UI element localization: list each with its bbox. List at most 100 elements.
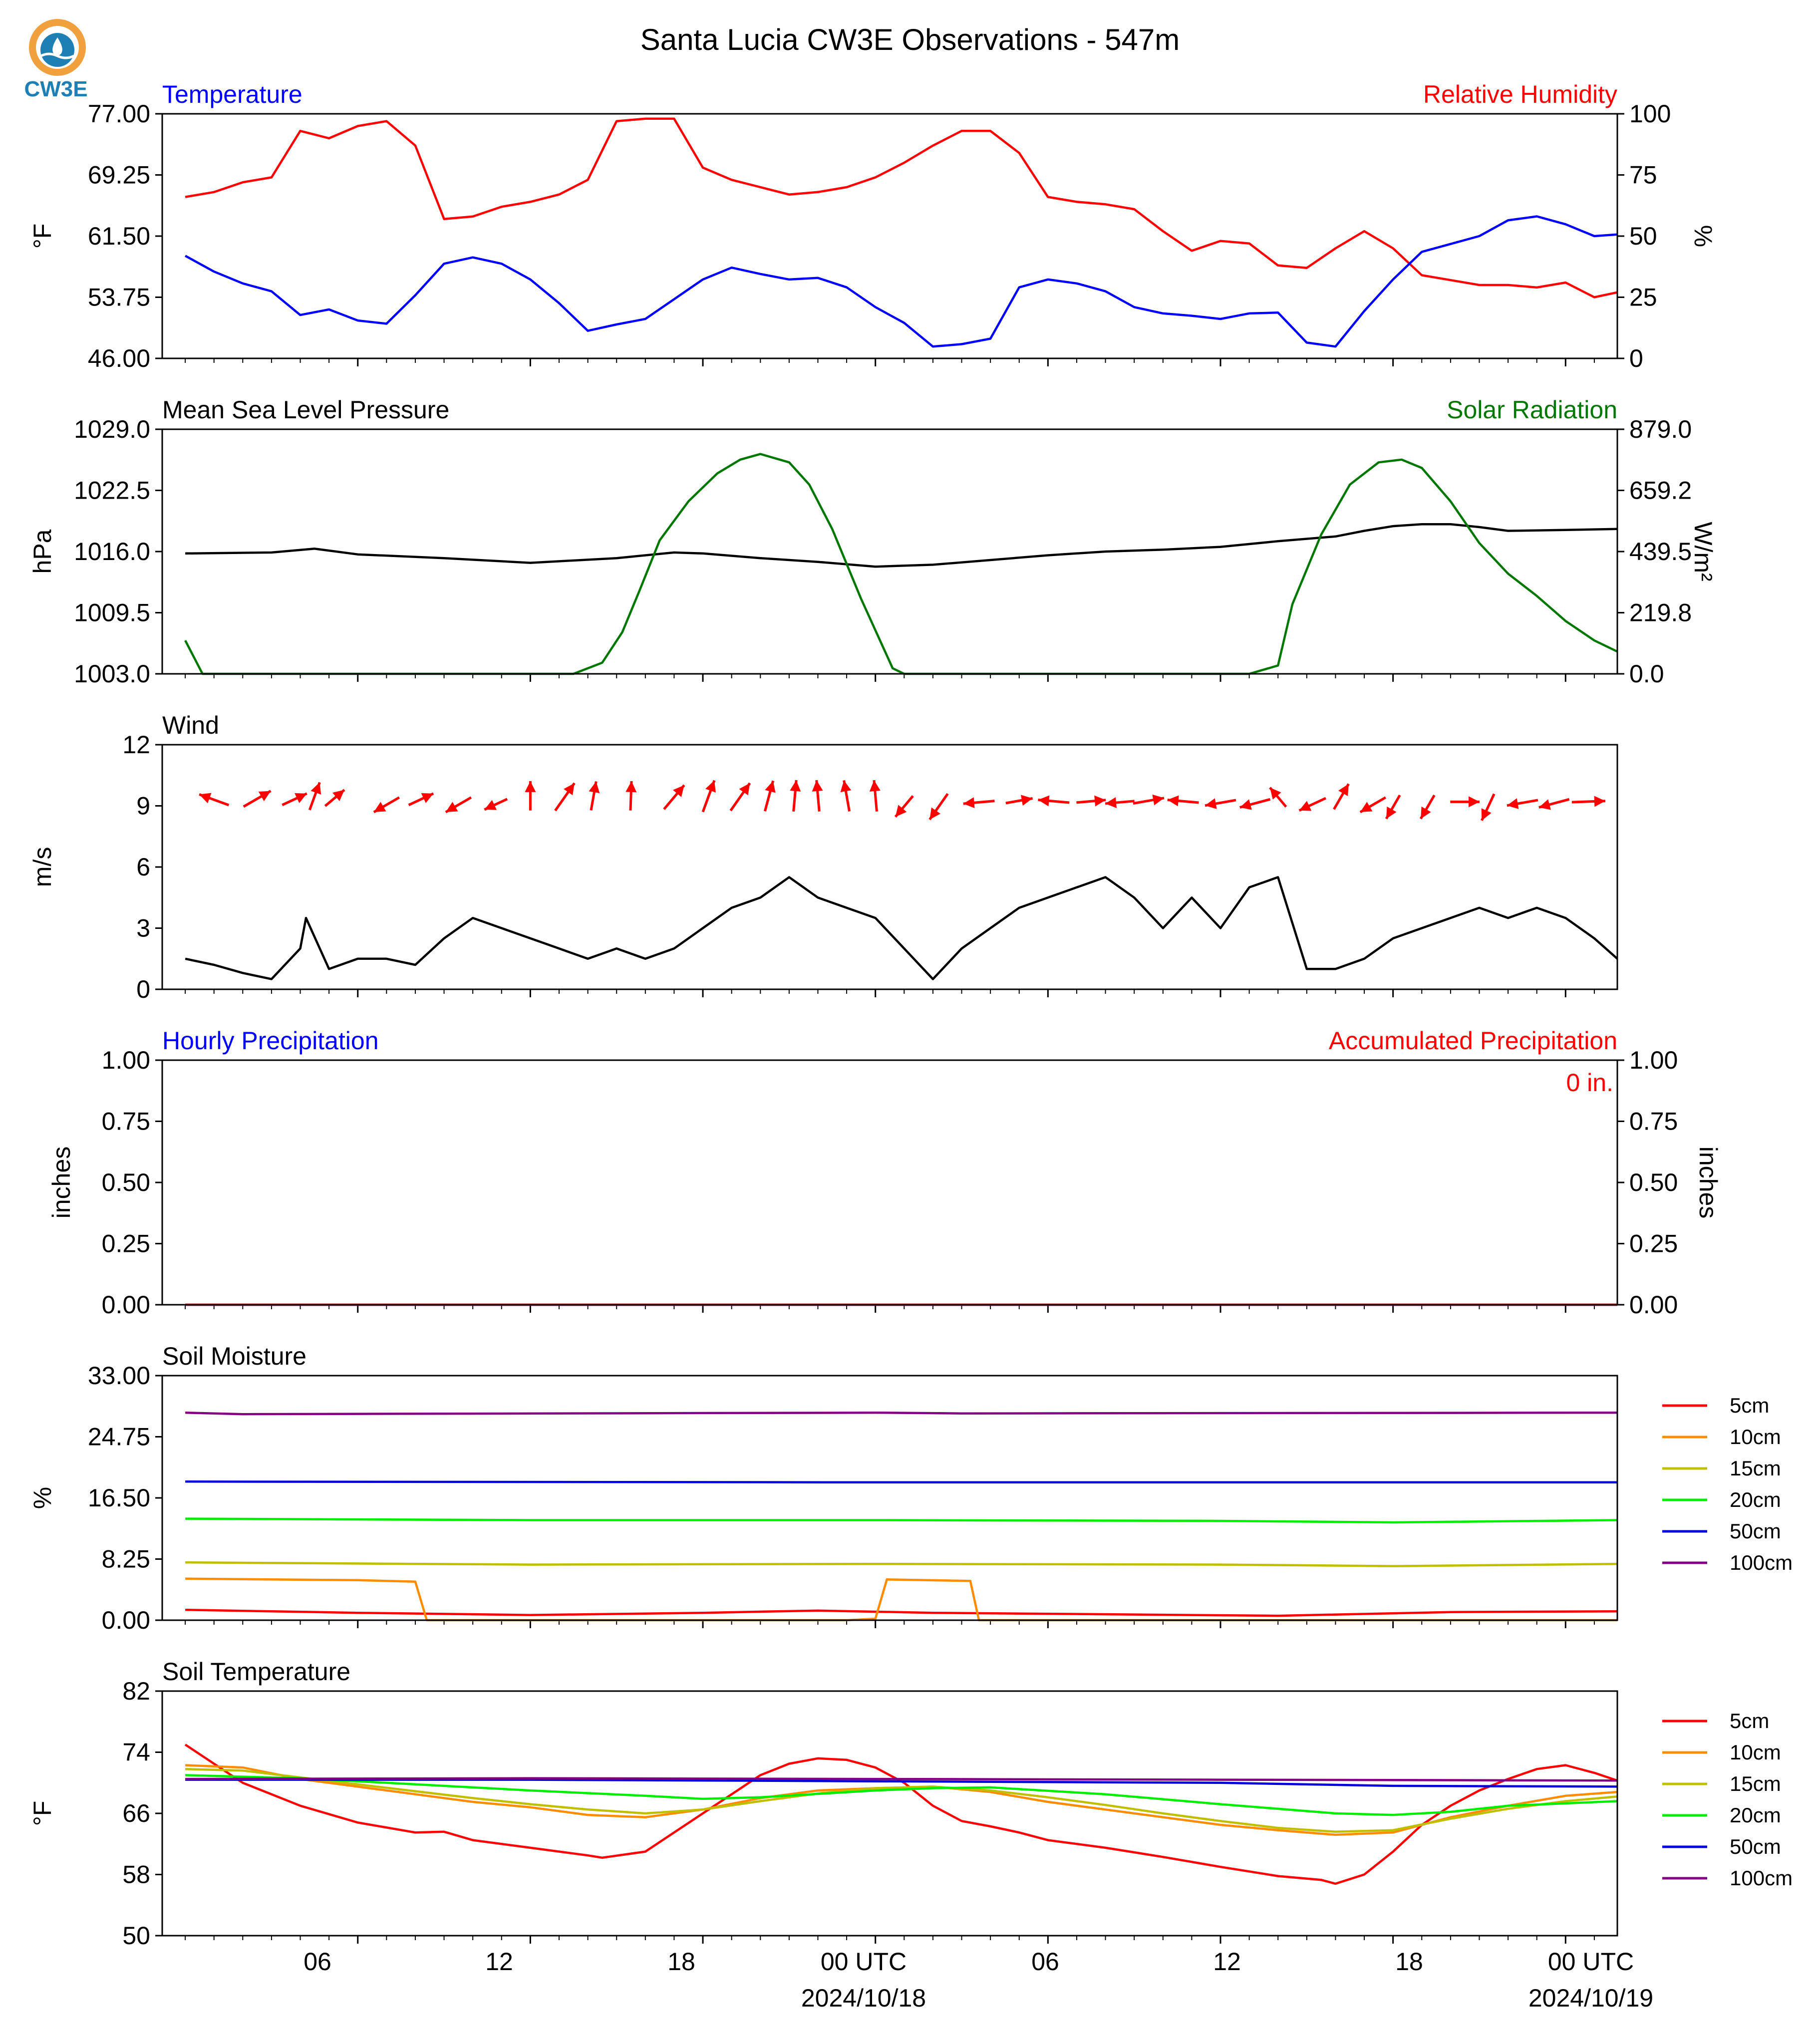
logo-ring xyxy=(29,19,86,76)
y-tick-label-left: 77.00 xyxy=(88,100,150,128)
wind-vector xyxy=(1205,798,1236,809)
wind-vector-head xyxy=(1360,802,1373,813)
y-tick-label-left: 24.75 xyxy=(88,1423,150,1451)
wind-vector-head xyxy=(673,785,684,797)
y-axis-label-left: inches xyxy=(47,1147,75,1219)
wind-vector-head xyxy=(1299,801,1312,811)
wind-vector-head xyxy=(625,781,637,793)
y-tick-label-right: 25 xyxy=(1629,284,1657,311)
legend-label: 5cm xyxy=(1730,1709,1769,1733)
legend-label: 50cm xyxy=(1730,1519,1781,1543)
y-tick-label-left: 8.25 xyxy=(102,1545,150,1573)
cw3e-logo: CW3E xyxy=(24,19,88,101)
wind-vector xyxy=(1076,795,1106,807)
y-tick-label-right: 75 xyxy=(1629,161,1657,189)
wind-vector xyxy=(1167,795,1199,807)
wind-vector xyxy=(928,793,949,821)
y-tick-label-right: 1.00 xyxy=(1629,1046,1678,1074)
y-tick-label-left: 0.50 xyxy=(102,1168,150,1196)
chart-panel-4: Hourly Precipitation Accumulated Precipit… xyxy=(47,1027,1722,1319)
legend-label: 20cm xyxy=(1730,1803,1781,1827)
wind-vector xyxy=(869,780,881,812)
y-tick-label-right: 439.5 xyxy=(1629,538,1692,566)
chart-panel-1: Temperature Relative Humidity 46.00 53.75 61… xyxy=(28,80,1717,372)
y-tick-label-left: 0.00 xyxy=(102,1291,150,1319)
y-tick-label-right: 219.8 xyxy=(1629,599,1692,627)
y-tick-label-right: 0.25 xyxy=(1629,1230,1678,1258)
series-line xyxy=(185,117,1618,298)
series-line-50cm xyxy=(185,1778,1618,1788)
legend-label: 50cm xyxy=(1730,1835,1781,1858)
plot-frame xyxy=(161,1059,1618,1306)
legend-label: 10cm xyxy=(1730,1740,1781,1764)
y-tick-label-left: 69.25 xyxy=(88,161,150,189)
wind-vector-head xyxy=(1538,799,1551,810)
wind-vector-head xyxy=(963,797,975,809)
wind-vector xyxy=(554,782,576,812)
wind-vector-head xyxy=(1386,806,1397,819)
panel-title-left: Wind xyxy=(162,711,219,739)
wind-vector-head xyxy=(484,800,497,810)
legend-label: 5cm xyxy=(1730,1394,1769,1417)
wind-vector-head xyxy=(812,780,823,792)
series-line xyxy=(185,876,1618,980)
y-tick-label-left: 1.00 xyxy=(102,1046,150,1074)
wind-vector xyxy=(1038,795,1070,807)
x-tick-label: 00 UTC xyxy=(1548,1948,1634,1976)
y-tick-label-left: 61.50 xyxy=(88,222,150,250)
wind-vector-head xyxy=(1239,799,1252,810)
wind-vector-head xyxy=(1270,787,1281,800)
y-tick-label-left: 16.50 xyxy=(88,1484,150,1512)
x-tick-label: 06 xyxy=(1031,1948,1059,1976)
wind-vector xyxy=(1133,794,1165,806)
chart-panel-3: Wind 0 3 6 9 12 m/s xyxy=(28,711,1618,1003)
wind-vector xyxy=(790,780,801,812)
series-line-15cm xyxy=(185,1767,1618,1833)
series-line-5cm xyxy=(185,1608,1618,1617)
wind-vector-head xyxy=(445,802,458,813)
wind-vector-head xyxy=(1507,798,1519,809)
wind-vector-head xyxy=(929,807,940,820)
wind-vector xyxy=(199,793,230,807)
series-line-20cm xyxy=(185,1774,1618,1816)
y-tick-label-left: 0.25 xyxy=(102,1230,150,1258)
y-tick-label-left: 74 xyxy=(122,1738,150,1766)
y-tick-label-left: 82 xyxy=(122,1677,150,1705)
panel-title-left: Soil Moisture xyxy=(162,1342,306,1370)
y-tick-label-left: 6 xyxy=(136,853,150,881)
y-tick-label-left: 1003.0 xyxy=(74,660,150,688)
plot-frame xyxy=(161,1690,1618,1937)
wind-vector-head xyxy=(1421,806,1431,819)
wind-vector-head xyxy=(1167,795,1179,807)
panel-title-left: Hourly Precipitation xyxy=(162,1027,379,1055)
wind-vector xyxy=(963,797,995,809)
wind-vector xyxy=(625,781,637,811)
wind-vector xyxy=(1385,794,1401,820)
wind-vector-head xyxy=(1481,808,1492,821)
wind-vector-head xyxy=(1038,795,1050,807)
series-line-15cm xyxy=(185,1561,1618,1567)
wind-vector-head xyxy=(1094,795,1106,807)
wind-vector-head xyxy=(1594,796,1605,807)
wind-vector-head xyxy=(1338,784,1349,797)
wind-vector-head xyxy=(1152,794,1164,806)
wind-vector xyxy=(282,792,307,807)
chart-panel-6: Soil Temperature 50 58 66 74 82 °F 5cm 10cm 15cm 2… xyxy=(28,1658,1793,1950)
wind-vector xyxy=(812,780,823,812)
y-tick-label-left: 46.00 xyxy=(88,344,150,372)
series-line xyxy=(184,453,1618,675)
y-tick-label-left: 1009.5 xyxy=(74,599,150,627)
y-tick-label-left: 66 xyxy=(122,1799,150,1827)
y-tick-label-left: 1016.0 xyxy=(74,538,150,566)
wind-vector xyxy=(701,780,716,813)
series-line-100cm xyxy=(185,1777,1618,1782)
x-tick-label: 12 xyxy=(485,1948,513,1976)
wind-vector-head xyxy=(589,781,600,794)
wind-vector xyxy=(525,781,536,811)
wind-vector-head xyxy=(705,780,716,793)
y-tick-label-right: 0.00 xyxy=(1629,1291,1678,1319)
wind-vector xyxy=(1450,796,1480,808)
wind-vector-head xyxy=(895,805,907,817)
wind-vector-head xyxy=(373,802,386,813)
